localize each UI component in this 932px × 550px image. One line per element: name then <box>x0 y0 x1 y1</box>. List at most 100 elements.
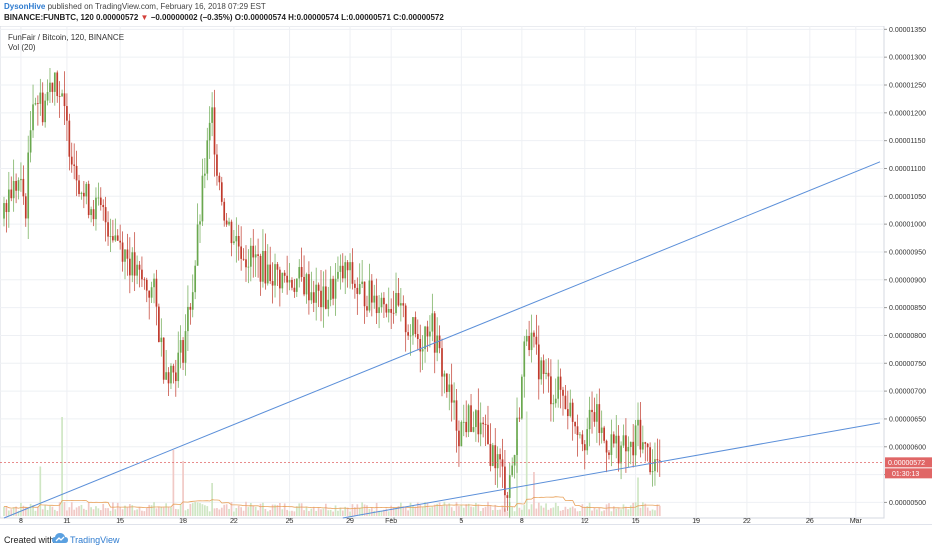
volume-bar <box>550 508 552 516</box>
candle-body <box>530 332 533 351</box>
volume-bar <box>535 508 538 516</box>
candle-body <box>511 465 514 476</box>
candle-body <box>92 209 95 220</box>
volume-bar <box>487 501 489 516</box>
candle-body <box>646 443 649 448</box>
volume-bar <box>482 507 484 516</box>
candle-body <box>114 235 117 241</box>
volume-bar <box>83 508 85 516</box>
candle-body <box>579 434 581 436</box>
price-tick-label: 0.00001000 <box>889 222 926 229</box>
candle-body <box>158 306 160 343</box>
volume-bar <box>579 511 581 516</box>
candle-body <box>540 360 543 380</box>
candle-body <box>61 93 63 97</box>
last-price: 0.00000572 <box>96 13 139 22</box>
volume-bar <box>576 511 579 516</box>
candle-body <box>252 245 255 258</box>
candle-body <box>191 292 194 310</box>
volume-bar <box>501 506 504 516</box>
volume-bar <box>622 504 625 516</box>
volume-bar <box>279 502 281 516</box>
volume-bar <box>528 509 530 516</box>
price-chart[interactable]: 0.00001350 0.00001300 0.00001250 0.00001200… <box>0 26 932 524</box>
volume-bar <box>370 508 373 516</box>
candle-body <box>112 236 114 241</box>
volume-bar <box>70 502 73 516</box>
volume-bar <box>615 508 618 516</box>
volume-bar <box>288 511 291 516</box>
volume-bar <box>571 506 574 516</box>
candle-body <box>286 275 288 283</box>
volume-bar <box>537 502 540 516</box>
candle-body <box>564 395 567 410</box>
candle-body <box>462 421 465 423</box>
volume-bar <box>557 505 560 516</box>
volume-bar <box>153 502 155 516</box>
volume-bar <box>361 502 363 516</box>
author-link[interactable]: DysonHive <box>4 2 46 11</box>
volume-bar <box>15 506 17 516</box>
candle-body <box>160 337 163 343</box>
volume-bar <box>455 501 458 516</box>
candle-body <box>29 130 32 153</box>
tradingview-brand-link[interactable]: TradingView <box>70 535 120 545</box>
candle-body <box>194 265 197 293</box>
candle-body <box>266 264 269 284</box>
candle-body <box>518 417 521 419</box>
candle-body <box>233 241 235 244</box>
candle-body <box>283 272 286 276</box>
candle-body <box>295 278 298 292</box>
volume-bar <box>75 507 78 516</box>
volume-bar <box>569 507 572 516</box>
candle-body <box>148 290 151 298</box>
volume-bar <box>240 507 242 516</box>
volume-bar <box>504 508 506 516</box>
trendline[interactable] <box>342 422 881 519</box>
volume-bar <box>424 502 426 516</box>
volume-bar <box>392 507 395 516</box>
volume-bar <box>521 509 523 516</box>
volume-bar <box>419 504 422 516</box>
volume-bar <box>46 510 49 516</box>
volume-bar <box>136 509 138 516</box>
volume-bar <box>303 510 305 516</box>
volume-bar <box>29 503 32 516</box>
candle-body <box>627 447 630 452</box>
price-tick-label: 0.00001300 <box>889 55 926 62</box>
volume-bar <box>150 505 153 516</box>
volume-bar <box>39 466 42 516</box>
volume-bar <box>179 504 182 516</box>
volume-bar <box>225 504 228 516</box>
candle-body <box>465 421 468 433</box>
volume-bar <box>254 506 257 516</box>
volume-bar <box>533 472 535 516</box>
candle-body <box>73 164 76 166</box>
candle-body <box>557 376 560 399</box>
trendline[interactable] <box>3 161 881 519</box>
candle-body <box>484 424 487 425</box>
time-tick-label: 12 <box>581 518 589 524</box>
candle-body <box>429 331 431 337</box>
volume-bar <box>298 503 301 516</box>
volume-bar <box>649 510 651 516</box>
volume-bar <box>242 510 245 516</box>
volume-bar <box>92 509 95 516</box>
candle-body <box>249 245 252 267</box>
chart-area[interactable]: 0.00001350 0.00001300 0.00001250 0.00001200… <box>0 26 932 524</box>
candle-body <box>269 264 272 282</box>
volume-bar <box>315 510 318 516</box>
volume-bar <box>199 503 201 516</box>
volume-bar <box>53 509 56 516</box>
time-tick-label: 18 <box>179 518 187 524</box>
volume-bar <box>479 511 482 516</box>
candle-body <box>37 103 39 104</box>
candle-body <box>276 264 279 270</box>
candle-body <box>104 207 107 223</box>
volume-bar <box>334 505 337 516</box>
candle-body <box>133 252 136 276</box>
candle-body <box>228 221 230 225</box>
candle-body <box>608 452 610 455</box>
time-tick-label: Mar <box>850 518 863 524</box>
candle-body <box>617 435 620 464</box>
